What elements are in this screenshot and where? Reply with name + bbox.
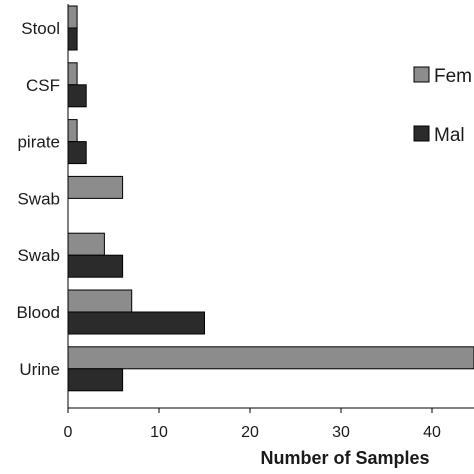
x-axis-ticks: 0 10 20 30 40 [64, 408, 441, 441]
category-label-5: Blood [17, 303, 60, 322]
legend-label-fem: Fem [434, 66, 472, 87]
bar-mal-csf-1 [67, 84, 87, 108]
bar-fem-blood-5 [67, 289, 133, 313]
x-tick-label-1: 10 [150, 424, 168, 441]
bar-fem-swab-3 [67, 175, 124, 199]
category-label-0: Stool [21, 19, 60, 38]
x-axis-title: Number of Samples [260, 448, 429, 468]
x-tick-label-4: 40 [423, 424, 441, 441]
bar-mal-blood-5 [67, 311, 205, 335]
bar-fem-urine-6 [67, 346, 474, 370]
category-label-2: pirate [17, 133, 60, 152]
legend: Fem Mal [413, 66, 472, 146]
legend-swatch-fem [413, 66, 430, 83]
category-labels: Stool CSF pirate Swab Swab Blood Urine [17, 19, 60, 379]
category-label-1: CSF [26, 76, 60, 95]
bars-group [67, 5, 474, 392]
x-tick-label-2: 20 [241, 424, 259, 441]
bar-mal-pirate-2 [67, 141, 87, 165]
bar-mal-urine-6 [67, 368, 124, 392]
category-label-4: Swab [17, 246, 60, 265]
bar-fem-swab-4 [67, 232, 105, 256]
category-label-3: Swab [17, 189, 60, 208]
category-label-6: Urine [19, 360, 60, 379]
bar-mal-stool-0 [67, 27, 78, 51]
x-tick-label-0: 0 [64, 424, 73, 441]
bar-fem-pirate-2 [67, 119, 78, 143]
x-tick-label-3: 30 [332, 424, 350, 441]
bar-fem-stool-0 [67, 5, 78, 29]
bar-fem-csf-1 [67, 62, 78, 86]
legend-label-mal: Mal [434, 125, 465, 146]
legend-swatch-mal [413, 125, 430, 142]
bar-mal-swab-4 [67, 254, 124, 278]
